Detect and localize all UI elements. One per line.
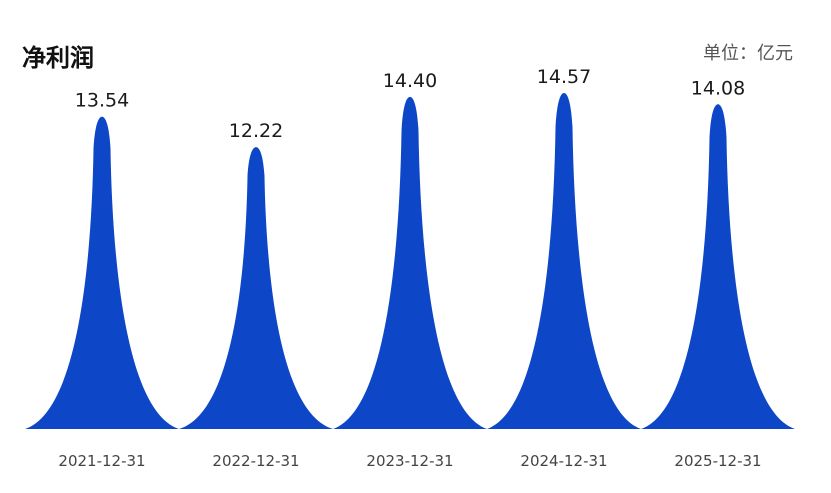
x-tick-label: 2023-12-31 <box>366 452 453 470</box>
value-label: 14.40 <box>383 70 437 92</box>
peak-bar-2025-12-31 <box>641 104 795 429</box>
chart-title: 净利润 <box>22 44 94 72</box>
x-axis-tick-labels: 2021-12-31 2022-12-31 2023-12-31 2024-12-31… <box>58 452 761 470</box>
x-tick-label: 2024-12-31 <box>520 452 607 470</box>
value-label: 13.54 <box>75 90 129 112</box>
unit-label: 单位：亿元 <box>703 43 793 64</box>
value-labels: 13.54 12.22 14.40 14.57 14.08 <box>75 66 745 142</box>
x-tick-label: 2025-12-31 <box>674 452 761 470</box>
value-label: 12.22 <box>229 120 283 142</box>
peak-bar-2022-12-31 <box>179 147 333 429</box>
peak-bar-2024-12-31 <box>487 92 641 430</box>
peak-series <box>25 92 795 430</box>
value-label: 14.57 <box>537 66 591 88</box>
x-tick-label: 2021-12-31 <box>58 452 145 470</box>
value-label: 14.08 <box>691 77 745 99</box>
peak-bar-2023-12-31 <box>333 96 487 430</box>
x-tick-label: 2022-12-31 <box>212 452 299 470</box>
peak-bar-2021-12-31 <box>25 116 179 429</box>
